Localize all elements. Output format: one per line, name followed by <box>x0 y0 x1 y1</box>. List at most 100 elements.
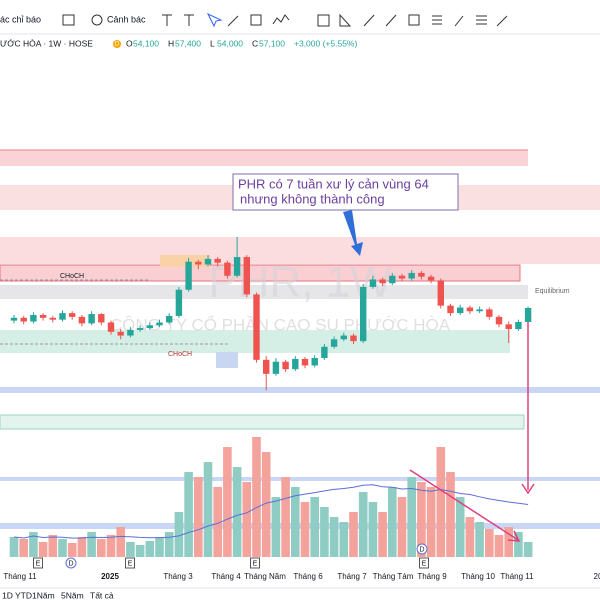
range-button[interactable]: 5Năm <box>61 590 84 600</box>
volume-bar <box>155 537 164 557</box>
list-tool[interactable] <box>476 15 487 25</box>
brush-tool[interactable] <box>227 15 239 27</box>
candle-body <box>476 309 483 312</box>
volume-bar <box>126 542 135 557</box>
candle-body <box>224 262 231 276</box>
candle-body <box>437 280 444 306</box>
x-axis-label: Tháng 10 <box>461 572 495 581</box>
range-button[interactable]: YTD <box>15 590 32 600</box>
candle-body <box>88 314 95 324</box>
range-button[interactable]: Tất cả <box>90 590 114 600</box>
volume-bar <box>320 507 329 557</box>
x-axis-label: Tháng Năm <box>244 572 286 581</box>
candle-body <box>389 275 396 284</box>
candle-body <box>418 272 425 277</box>
path-tool[interactable] <box>272 14 290 25</box>
x-axis-label: 2025 <box>101 572 119 581</box>
badge-text: D <box>115 42 120 48</box>
volume-ma <box>13 484 529 539</box>
volume-bar <box>106 535 116 557</box>
badge <box>113 40 121 48</box>
x-axis-label: Tháng 3 <box>163 572 193 581</box>
volume-bar <box>184 472 193 557</box>
volume-bar <box>388 487 397 557</box>
candle-body <box>20 317 27 322</box>
event-marker[interactable] <box>65 557 77 569</box>
annotation-text: nhưng không thành công <box>240 191 385 206</box>
candle-body <box>243 257 250 295</box>
event-label: E <box>422 560 427 567</box>
demand-zone <box>0 414 525 430</box>
candle-body <box>457 307 464 314</box>
candle-body <box>321 346 328 358</box>
volume-bar <box>58 539 67 557</box>
candle-body <box>263 359 270 374</box>
candle-body <box>369 279 377 287</box>
candle-body <box>214 258 221 263</box>
candle-body <box>360 286 367 342</box>
magnet-tool[interactable] <box>496 15 508 27</box>
candle-body <box>486 309 493 317</box>
candle-body <box>39 314 47 318</box>
volume-bar <box>77 537 87 557</box>
candle-body <box>185 261 192 290</box>
ohlc-value: 57,100 <box>259 38 285 48</box>
line-tool[interactable] <box>363 14 375 27</box>
candle-body <box>136 328 144 330</box>
volume-bar <box>164 532 174 557</box>
candle-body <box>292 358 299 370</box>
candle-body <box>69 313 76 317</box>
arrow-line <box>409 469 519 541</box>
event-marker[interactable] <box>416 543 428 555</box>
candle-body <box>107 322 115 332</box>
measure-tool[interactable] <box>408 14 420 26</box>
zone-label: CHoCH <box>60 273 84 280</box>
alert-button[interactable]: Cảnh bác <box>107 14 146 24</box>
x-axis-label: Tháng 11 <box>3 572 37 581</box>
pen-tool[interactable] <box>454 15 464 27</box>
volume-bar <box>223 447 232 557</box>
event-marker[interactable] <box>33 557 43 569</box>
pattern-tool[interactable] <box>432 15 442 25</box>
x-axis-label: Tháng 9 <box>417 572 447 581</box>
volume-bar <box>455 497 465 557</box>
event-marker[interactable] <box>419 557 429 569</box>
cursor-tool[interactable] <box>206 12 223 28</box>
volume-bar <box>368 502 378 557</box>
ray-tool[interactable] <box>385 14 397 27</box>
volume-bar <box>261 452 271 557</box>
candle-body <box>146 325 153 329</box>
volume-bar <box>514 532 523 557</box>
candle-body <box>340 335 347 340</box>
alert-icon[interactable] <box>91 14 103 26</box>
candle-body <box>505 324 512 330</box>
volume-bar <box>9 537 19 557</box>
symbol: ƯỚC HÒA · 1W · HOSE <box>0 38 93 48</box>
event-marker[interactable] <box>125 557 135 569</box>
x-axis-label: Tháng 6 <box>293 572 323 581</box>
volume-bar <box>271 497 281 557</box>
indicators-button[interactable]: ác chỉ báo <box>0 14 41 24</box>
candle-body <box>427 276 435 281</box>
candle-body <box>282 361 289 370</box>
x-axis-label: Tháng 7 <box>337 572 367 581</box>
candle-body <box>524 307 532 322</box>
range-button[interactable]: 1D <box>2 590 13 600</box>
volume-bar <box>252 437 261 557</box>
fib-tool[interactable] <box>339 13 352 27</box>
candle-body <box>311 357 318 366</box>
event-marker[interactable] <box>250 557 260 569</box>
rect-tool[interactable] <box>250 14 262 26</box>
volume-bar <box>203 462 213 557</box>
volume-bar <box>242 482 252 557</box>
volume-bar <box>281 477 290 557</box>
event-label: D <box>68 560 73 567</box>
range-button[interactable]: 1Năm <box>32 590 55 600</box>
text-tool[interactable] <box>162 14 172 26</box>
ohlc-label: O <box>126 38 133 48</box>
grid-tool[interactable] <box>317 14 330 27</box>
layout-icon[interactable] <box>62 14 75 26</box>
text-tool[interactable] <box>184 14 194 26</box>
volume-bar <box>116 527 125 557</box>
change: +3,000 (+5.55%) <box>294 38 357 48</box>
